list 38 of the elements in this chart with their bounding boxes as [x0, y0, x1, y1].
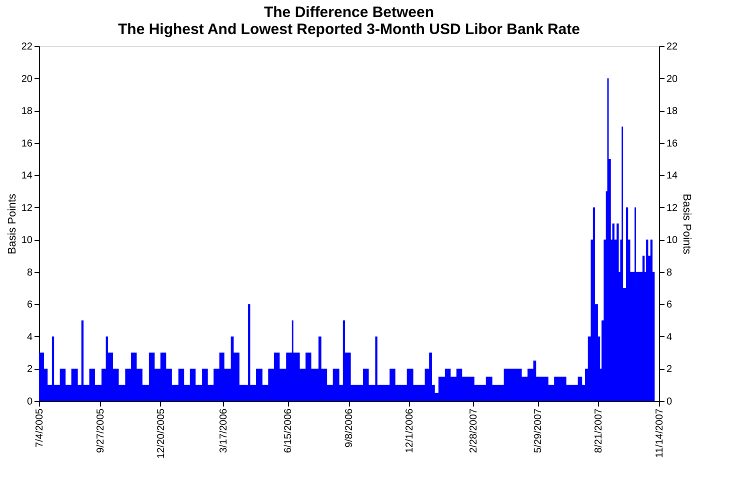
x-tick-label: 12/20/2005: [156, 408, 167, 459]
y-tick-label: 0: [26, 396, 33, 408]
y-axis-title: Basis Points: [6, 193, 18, 254]
x-tick-label: 9/8/2006: [344, 408, 356, 448]
chart-title: The Difference Between The Highest And Lowest Reported 3-Month USD Libor Bank Rate: [118, 4, 580, 38]
y2-tick-label: 12: [666, 202, 678, 214]
y2-tick-label: 8: [666, 267, 672, 278]
x-tick-label: 11/14/2007: [654, 408, 666, 458]
x-tick-label: 9/27/2005: [96, 408, 107, 453]
y2-tick-label: 6: [666, 300, 672, 311]
x-tick-label: 8/21/2007: [593, 408, 604, 453]
x-tick-label: 3/17/2006: [218, 408, 230, 453]
y-tick-label: 6: [26, 300, 33, 311]
y2-tick-label: 22: [666, 42, 678, 52]
y2-tick-label: 0: [666, 396, 672, 408]
y-tick-label: 22: [21, 42, 33, 52]
y2-tick-label: 18: [666, 106, 678, 118]
y2-tick-label: 4: [666, 332, 672, 343]
x-tick-label: 5/29/2007: [533, 408, 544, 453]
x-tick-label: 2/28/2007: [468, 408, 480, 453]
y-tick-label: 8: [26, 267, 33, 278]
y2-tick-label: 2: [666, 364, 672, 376]
y-tick-label: 14: [21, 170, 33, 182]
y2-tick-label: 14: [666, 170, 678, 182]
y2-tick-label: 16: [666, 138, 678, 150]
y-tick-label: 18: [21, 106, 33, 118]
x-tick-label: 12/1/2006: [404, 408, 416, 453]
y2-axis-title: Basis Points: [680, 194, 693, 255]
y2-tick-label: 10: [666, 235, 678, 246]
y-tick-label: 20: [21, 74, 33, 85]
y2-tick-label: 20: [666, 74, 678, 85]
x-tick-label: 7/4/2005: [34, 408, 46, 448]
y-tick-label: 12: [21, 202, 33, 214]
y-tick-label: 10: [21, 235, 33, 246]
y-tick-label: 16: [21, 138, 33, 150]
y-tick-label: 2: [26, 364, 33, 376]
y-tick-label: 4: [26, 332, 33, 343]
x-tick-label: 6/15/2006: [283, 408, 294, 453]
